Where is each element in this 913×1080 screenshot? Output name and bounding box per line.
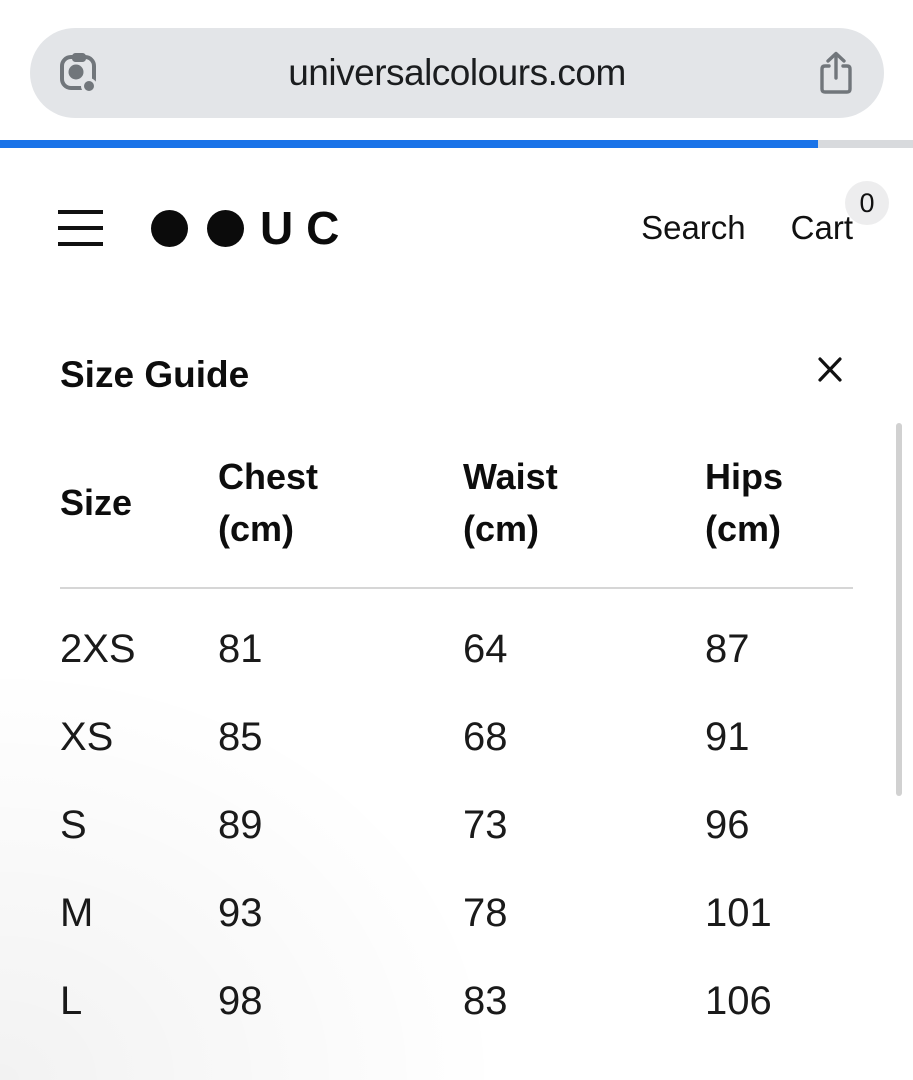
hips-cell: 96 xyxy=(705,802,750,847)
uc-logo[interactable]: UC xyxy=(151,205,352,251)
column-header-hips: Hips (cm) xyxy=(705,456,784,549)
hips-cell: 87 xyxy=(705,626,750,671)
chest-cell: 89 xyxy=(218,802,263,847)
chest-cell: 85 xyxy=(218,714,263,759)
logo-dot-icon xyxy=(207,209,244,247)
hamburger-icon[interactable] xyxy=(58,210,103,246)
hips-cell: 91 xyxy=(705,714,750,759)
hips-cell: 101 xyxy=(705,890,772,935)
size-cell: S xyxy=(60,802,87,847)
table-row: L 98 83 106 xyxy=(60,957,853,1045)
cart-link[interactable]: Cart 0 xyxy=(790,181,889,247)
share-icon[interactable] xyxy=(814,49,858,97)
logo-dot-icon xyxy=(151,209,188,247)
lens-camera-icon[interactable] xyxy=(56,49,100,97)
header-nav: Search Cart 0 xyxy=(641,181,889,247)
size-table-body: 2XS 81 64 87 XS 85 68 91 S 89 73 96 M 93… xyxy=(60,605,853,1045)
size-cell: XS xyxy=(60,714,114,759)
close-icon[interactable] xyxy=(815,353,845,388)
waist-cell: 73 xyxy=(463,802,508,847)
modal-scrollbar[interactable] xyxy=(896,423,902,796)
size-cell: M xyxy=(60,890,94,935)
table-row: 2XS 81 64 87 xyxy=(60,605,853,693)
column-header-chest: Chest (cm) xyxy=(218,456,319,549)
table-row: M 93 78 101 xyxy=(60,869,853,957)
size-guide-title: Size Guide xyxy=(60,354,250,395)
size-guide-modal: Size Guide Size Chest (cm) Waist (cm) Hi… xyxy=(0,353,913,1045)
cart-count-badge: 0 xyxy=(845,181,889,225)
browser-toolbar: universalcolours.com xyxy=(0,0,913,140)
page-load-progress-bar xyxy=(0,140,913,148)
column-header-waist: Waist (cm) xyxy=(463,456,558,549)
size-cell: L xyxy=(60,978,83,1023)
table-header-divider xyxy=(60,587,853,589)
table-row: S 89 73 96 xyxy=(60,781,853,869)
chest-cell: 93 xyxy=(218,890,263,935)
table-header-row: Size Chest (cm) Waist (cm) Hips (cm) xyxy=(60,451,853,555)
chest-cell: 81 xyxy=(218,626,263,671)
address-bar[interactable]: universalcolours.com xyxy=(30,28,884,118)
table-row: XS 85 68 91 xyxy=(60,693,853,781)
waist-cell: 64 xyxy=(463,626,508,671)
progress-fill xyxy=(0,140,819,148)
hips-cell: 106 xyxy=(705,978,772,1023)
waist-cell: 78 xyxy=(463,890,508,935)
logo-letters: UC xyxy=(260,202,353,254)
site-header: UC Search Cart 0 xyxy=(0,180,913,276)
url-text[interactable]: universalcolours.com xyxy=(288,52,626,93)
waist-cell: 68 xyxy=(463,714,508,759)
cart-label: Cart xyxy=(790,209,853,246)
waist-cell: 83 xyxy=(463,978,508,1023)
size-cell: 2XS xyxy=(60,626,136,671)
column-header-size: Size xyxy=(60,482,133,523)
search-link[interactable]: Search xyxy=(641,209,746,246)
chest-cell: 98 xyxy=(218,978,263,1023)
